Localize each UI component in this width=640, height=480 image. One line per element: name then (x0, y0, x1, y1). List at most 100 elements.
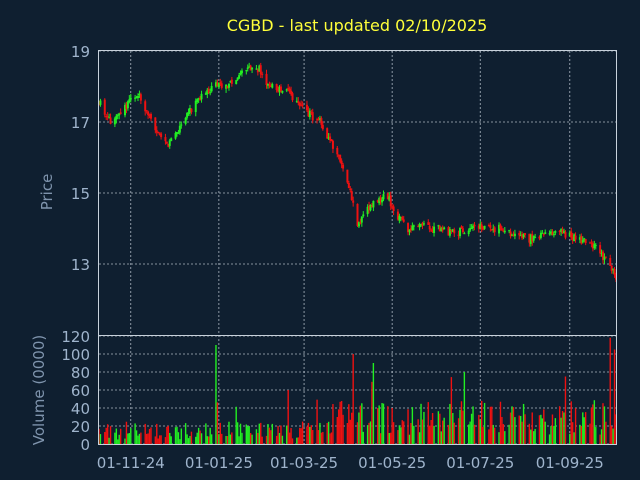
volume-bar (99, 434, 102, 444)
candle-body (453, 229, 456, 234)
candle-body (382, 194, 385, 200)
candle-body (311, 112, 314, 121)
volume-bar (226, 436, 229, 444)
candle-body (138, 93, 141, 96)
volume-bar (208, 436, 210, 444)
volume-bar (115, 428, 118, 444)
candle-body (180, 124, 183, 126)
volume-bar (392, 422, 395, 444)
volume-bar (447, 424, 450, 444)
candle-body (164, 137, 167, 142)
candle-body (167, 143, 170, 147)
candle-body (499, 224, 502, 229)
candle-body (573, 234, 576, 242)
volume-bar (270, 430, 272, 444)
volume-bar (322, 431, 324, 444)
volume-bar (548, 434, 551, 444)
volume-bar (457, 418, 460, 444)
candle-body (269, 85, 272, 87)
candle-body (168, 140, 171, 146)
candle-body (297, 101, 300, 103)
candle-body (336, 147, 339, 155)
candle-body (214, 82, 217, 87)
candle-body (219, 82, 222, 84)
candle-body (370, 205, 373, 207)
volume-bar (541, 418, 544, 444)
volume-bar (286, 425, 288, 444)
candle-body (349, 188, 352, 191)
candle-body (327, 137, 330, 139)
candle-body (473, 224, 476, 227)
candle-body (307, 110, 310, 117)
volume-bar (225, 436, 227, 444)
volume-bar (346, 422, 349, 444)
candle-body (443, 227, 446, 230)
candle-body (609, 258, 612, 266)
candle-body (391, 206, 394, 208)
candle-body (487, 225, 490, 227)
candle-body (316, 119, 319, 121)
volume-bar (170, 436, 172, 444)
candle-body (379, 197, 382, 202)
candle-body (275, 84, 278, 91)
candle-body (308, 111, 311, 118)
candle-body (563, 231, 566, 234)
volume-bar (255, 429, 258, 444)
volume-bar (167, 425, 170, 444)
volume-bar (431, 413, 434, 444)
candle-body (105, 115, 108, 118)
volume-bar (499, 401, 502, 444)
volume-bar (281, 435, 284, 444)
candle-body (357, 222, 360, 227)
volume-bar (397, 430, 399, 444)
candle-body (177, 132, 180, 134)
volume-bar (176, 426, 178, 444)
volume-bar (195, 436, 197, 444)
volume-bar (469, 421, 471, 444)
candle-body (431, 230, 434, 232)
candle-body (115, 115, 118, 120)
volume-bar (512, 407, 515, 444)
volume-bar (291, 438, 294, 444)
candle-body (352, 200, 355, 203)
volume-bar (200, 433, 203, 444)
volume-bar (301, 421, 304, 444)
candle-body (500, 228, 503, 231)
candle-body (128, 99, 131, 102)
price-tick-label: 17 (71, 114, 90, 132)
volume-bars (98, 337, 617, 444)
price-tick-label: 15 (71, 185, 90, 203)
candle-body (99, 100, 102, 105)
candle-body (184, 117, 187, 124)
volume-bar (361, 403, 363, 444)
candle-body (317, 119, 320, 121)
price-tick-label: 19 (71, 43, 90, 61)
volume-bar (257, 433, 259, 444)
candle-body (196, 99, 199, 103)
volume-bar (554, 418, 557, 444)
candle-body (433, 226, 436, 234)
volume-bar (440, 431, 442, 444)
candle-body (534, 236, 537, 238)
x-tick-label: 01-05-25 (358, 454, 426, 472)
volume-bar (138, 433, 141, 444)
candle-body (207, 88, 210, 93)
volume-bar (550, 426, 552, 444)
candle-body (197, 98, 200, 100)
candle-body (580, 235, 583, 244)
volume-bar (569, 433, 571, 444)
volume-bar (164, 437, 167, 444)
candle-body (551, 232, 554, 236)
candle-body (389, 195, 392, 207)
volume-bar (145, 433, 148, 444)
volume-bar (137, 435, 139, 444)
volume-tick-label: 120 (61, 328, 90, 346)
candle-body (288, 88, 291, 92)
candle-body (310, 111, 313, 113)
candle-body (227, 83, 230, 88)
candle-body (174, 133, 177, 139)
volume-bar (398, 425, 401, 444)
candle-body (376, 200, 379, 202)
volume-tick-label: 80 (71, 364, 90, 382)
candle-body (279, 86, 282, 92)
